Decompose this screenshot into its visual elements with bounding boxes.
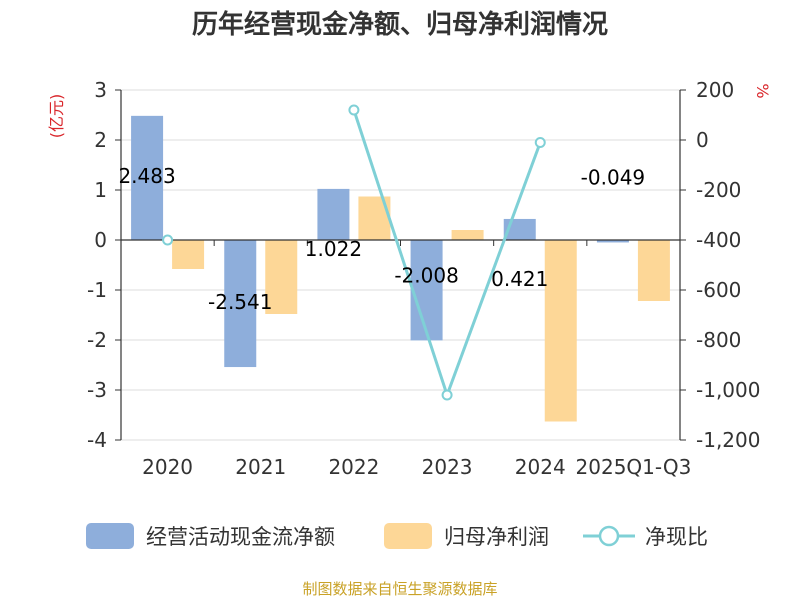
axes: 3 2 1 0 -1 -2 -3 -4 200 0 -200 -400 -600 -800 -1,000 -1… — [87, 78, 760, 479]
right-tick-label: -800 — [696, 328, 741, 352]
net-profit-bar — [544, 240, 577, 422]
chart-title: 历年经营现金净额、归母净利润情况 — [192, 9, 608, 40]
bars — [131, 115, 670, 422]
right-tick-label: 0 — [696, 128, 709, 152]
net-profit-bar — [637, 240, 670, 301]
ratio-point — [534, 137, 546, 148]
cashflow-data-label: 1.022 — [305, 237, 362, 261]
cashflow-data-label: -0.049 — [581, 165, 645, 189]
legend-cashflow-swatch[interactable] — [86, 523, 134, 549]
cashflow-bar — [131, 115, 164, 240]
legend-net-profit-label[interactable]: 归母净利润 — [444, 525, 549, 549]
cashflow-bar — [317, 188, 350, 240]
ratio-line-segment — [445, 141, 542, 396]
data-labels: 2.483 -2.541 1.022 -2.008 0.421 -0.049 — [118, 164, 645, 314]
net-profit-bar — [172, 240, 205, 269]
x-tick-label: 2024 — [515, 455, 566, 479]
right-tick-label: -1,000 — [696, 378, 760, 402]
legend[interactable]: 经营活动现金流净额 归母净利润 净现比 — [86, 523, 708, 549]
right-tick-label: -600 — [696, 278, 741, 302]
ratio-point — [162, 234, 174, 246]
ratio-point — [348, 104, 360, 116]
cashflow-data-label: -2.541 — [208, 290, 272, 314]
legend-ratio-label[interactable]: 净现比 — [645, 525, 708, 549]
source-note: 制图数据来自恒生聚源数据库 — [302, 580, 497, 598]
net-profit-bar — [451, 230, 484, 240]
left-tick-label: -3 — [87, 378, 107, 402]
legend-net-profit-swatch[interactable] — [384, 523, 432, 549]
left-tick-label: -2 — [87, 328, 107, 352]
right-tick-label: -200 — [696, 178, 741, 202]
right-tick-label: -1,200 — [696, 428, 760, 452]
cashflow-bar — [503, 218, 536, 240]
x-tick-label: 2022 — [328, 455, 379, 479]
cashflow-data-label: -2.008 — [394, 263, 458, 287]
cashflow-data-label: 2.483 — [118, 164, 175, 188]
legend-cashflow-label[interactable]: 经营活动现金流净额 — [146, 525, 335, 549]
net-profit-bar — [265, 240, 298, 314]
x-tick-label: 2021 — [235, 455, 286, 479]
ratio-line-segment — [352, 109, 449, 396]
left-tick-label: 0 — [94, 228, 107, 252]
cashflow-bar — [224, 240, 257, 368]
left-axis-unit: (亿元) — [47, 94, 66, 139]
left-tick-label: 3 — [94, 78, 107, 102]
right-tick-label: 200 — [696, 78, 734, 102]
ratio-line — [162, 104, 546, 401]
x-tick-label: 2020 — [142, 455, 193, 479]
ratio-point — [441, 389, 453, 401]
right-tick-label: -400 — [696, 228, 741, 252]
left-tick-label: -4 — [87, 428, 107, 452]
left-tick-label: 2 — [94, 128, 107, 152]
legend-ratio-marker-icon[interactable] — [598, 525, 620, 547]
x-tick-label: 2023 — [422, 455, 473, 479]
cashflow-bar — [596, 240, 629, 243]
x-tick-label: 2025Q1-Q3 — [576, 455, 692, 479]
left-tick-label: -1 — [87, 278, 107, 302]
left-tick-label: 1 — [94, 178, 107, 202]
cashflow-bar — [410, 240, 443, 341]
cashflow-data-label: 0.421 — [491, 267, 548, 291]
right-axis-unit: % — [753, 83, 772, 98]
